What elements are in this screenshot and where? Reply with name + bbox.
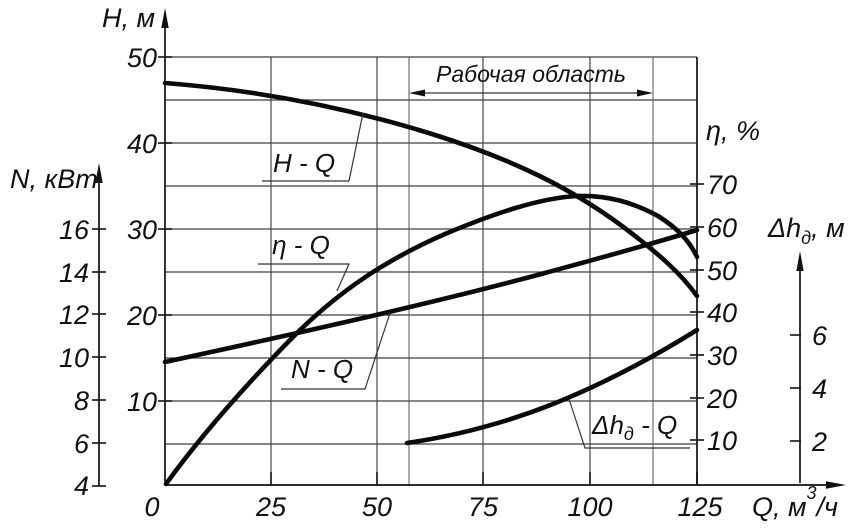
eta-tick-label-10: 10: [707, 426, 737, 456]
eta-tick-label-60: 60: [707, 213, 737, 243]
h-tick-label-40: 40: [127, 129, 157, 159]
grid: [165, 56, 697, 485]
curve-eta-q: [163, 193, 700, 487]
h-axis-title: H, м: [102, 3, 155, 33]
dh-axis-title-unit: , м: [811, 213, 845, 243]
eta-tick-label-20: 20: [706, 384, 737, 414]
h-q-leader-line: [262, 112, 364, 182]
axes: [95, 8, 846, 489]
dh-tick-label-4: 4: [812, 374, 827, 404]
curve-n-q: [162, 227, 700, 365]
eta-tick-label-70: 70: [707, 170, 737, 200]
q-tick-label-25: 25: [255, 492, 287, 522]
q-axis-arrow-icon: [826, 481, 846, 489]
dh-q-label-sub: д: [624, 424, 634, 444]
arrow-left-icon: [409, 89, 425, 97]
n-tick-label-4: 4: [74, 471, 89, 501]
dh-q-label: Δhд - Q: [591, 410, 677, 444]
n-axis-title: N, кВт: [10, 164, 98, 194]
n-tick-label-6: 6: [74, 429, 90, 459]
h-axis-arrow-icon: [161, 8, 169, 28]
q-tick-label-125: 125: [677, 492, 723, 522]
dh-axis-title-sub: д: [801, 228, 811, 248]
h-tick-label-50: 50: [127, 43, 157, 73]
n-tick-label-12: 12: [59, 300, 89, 330]
working-region: Рабочая область: [408, 57, 654, 485]
eta-tick-label-50: 50: [707, 256, 737, 286]
q-axis-title: Q, м3/ч: [752, 483, 838, 522]
dh-axis-title: Δhд, м: [767, 213, 845, 248]
n-axis-arrow-icon: [95, 163, 103, 183]
axis-titles: H, м N, кВт η, % Δhд, м Q, м3/ч: [10, 3, 845, 522]
q-tick-label-50: 50: [362, 492, 392, 522]
q-tick-label-100: 100: [567, 492, 612, 522]
tick-marks: [92, 56, 801, 487]
n-q-label: N - Q: [291, 354, 353, 384]
n-tick-label-8: 8: [74, 386, 89, 416]
eta-axis-title: η, %: [706, 116, 760, 146]
curves: [162, 80, 700, 487]
q-axis-title-sup: 3: [807, 483, 817, 503]
h-tick-label-30: 30: [127, 215, 157, 245]
eta-q-leader-line: [258, 263, 350, 292]
working-region-label: Рабочая область: [436, 61, 626, 87]
dh-q-label-rest: - Q: [634, 410, 677, 440]
q-tick-label-0: 0: [144, 492, 159, 522]
dh-tick-label-2: 2: [811, 427, 827, 457]
eta-q-label: η - Q: [272, 230, 330, 260]
h-q-label: H - Q: [273, 148, 335, 178]
q-axis-title-unit: /ч: [815, 492, 839, 522]
curve-h-q: [162, 80, 700, 299]
arrow-right-icon: [637, 89, 653, 97]
dh-axis-arrow-icon: [796, 251, 804, 271]
curve-label-group: H - Q η - Q N - Q Δhд - Q: [258, 112, 690, 449]
eta-tick-label-30: 30: [707, 341, 737, 371]
eta-tick-label-40: 40: [707, 298, 737, 328]
tick-labels: 50 40 30 20 10 16 14 12 10 8 6 4 70 60 5…: [59, 43, 828, 522]
dh-q-label-main: Δh: [591, 410, 624, 440]
q-axis-title-main: Q, м: [752, 492, 807, 522]
n-q-leader-line: [281, 312, 391, 390]
n-tick-label-14: 14: [59, 258, 89, 288]
dh-q-leader-line: [568, 398, 690, 449]
dh-tick-label-6: 6: [812, 321, 828, 351]
n-tick-label-10: 10: [59, 343, 89, 373]
n-tick-label-16: 16: [59, 215, 90, 245]
curve-dh-q: [404, 327, 700, 446]
h-tick-label-10: 10: [127, 387, 157, 417]
q-tick-label-75: 75: [468, 492, 499, 522]
h-tick-label-20: 20: [126, 301, 157, 331]
dh-axis-title-main: Δh: [767, 213, 801, 243]
